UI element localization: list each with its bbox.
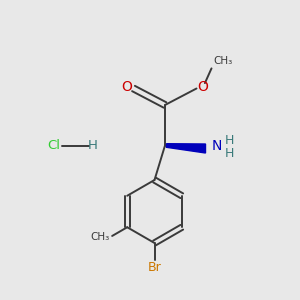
Text: O: O <box>197 80 208 94</box>
Text: CH₃: CH₃ <box>213 56 232 66</box>
Text: Cl: Cl <box>47 139 61 152</box>
Text: O: O <box>122 80 132 94</box>
Text: CH₃: CH₃ <box>91 232 110 242</box>
Text: H: H <box>225 147 234 161</box>
Text: Br: Br <box>148 261 161 274</box>
Text: H: H <box>88 139 98 152</box>
Text: H: H <box>225 134 234 148</box>
Text: N: N <box>212 139 223 152</box>
Polygon shape <box>167 144 206 153</box>
